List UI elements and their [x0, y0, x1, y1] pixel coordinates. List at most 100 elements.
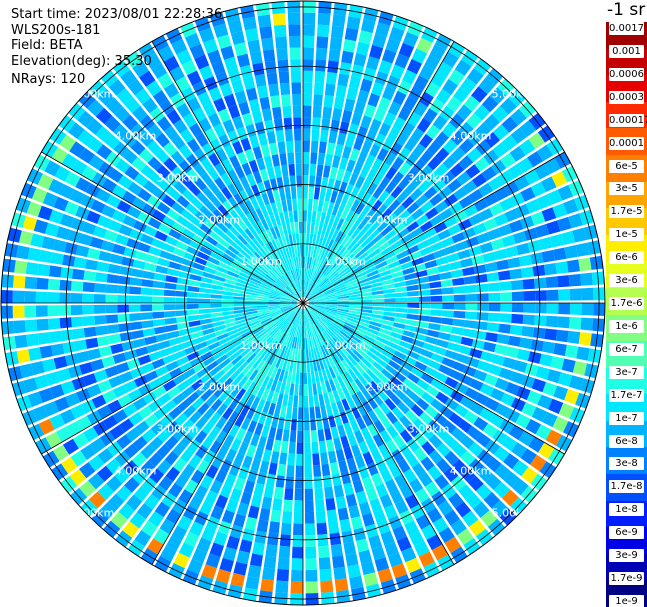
range-gate-cell: [366, 269, 379, 278]
range-gate-cell: [297, 326, 301, 338]
range-gate-cell: [348, 337, 360, 347]
range-gate-cell: [452, 442, 467, 458]
range-gate-cell: [235, 282, 248, 288]
range-gate-cell: [261, 108, 273, 122]
range-gate-cell: [163, 304, 176, 311]
range-gate-cell: [454, 404, 469, 418]
range-gate-cell: [19, 230, 34, 245]
range-gate-cell: [110, 511, 128, 529]
range-gate-cell: [229, 462, 241, 477]
range-gate-cell: [275, 428, 283, 441]
range-gate-cell: [289, 47, 301, 60]
range-gate-cell: [286, 140, 294, 153]
range-gate-cell: [279, 299, 292, 302]
range-gate-cell: [274, 368, 282, 381]
range-gate-cell: [285, 310, 295, 319]
range-gate-cell: [281, 260, 289, 272]
range-gate-cell: [162, 194, 176, 208]
range-gate-cell: [530, 252, 544, 265]
range-gate-cell: [430, 295, 443, 302]
range-gate-cell: [504, 208, 520, 222]
range-gate-cell: [264, 337, 274, 349]
range-gate-cell: [208, 181, 220, 195]
range-gate-cell: [376, 203, 388, 216]
range-gate-cell: [469, 519, 486, 537]
range-gate-cell: [482, 251, 496, 263]
range-gate-cell: [134, 530, 152, 547]
range-gate-cell: [151, 62, 168, 79]
range-gate-cell: [108, 333, 122, 345]
range-gate-cell: [419, 65, 435, 81]
range-gate-cell: [242, 430, 253, 444]
range-gate-cell: [215, 354, 228, 365]
range-gate-cell: [370, 282, 383, 288]
range-gate-cell: [358, 440, 370, 455]
range-gate-cell: [436, 339, 449, 349]
range-gate-cell: [95, 126, 112, 143]
range-gate-cell: [380, 415, 392, 429]
range-gate-cell: [176, 215, 190, 228]
range-gate-cell: [39, 249, 53, 263]
range-gate-cell: [444, 397, 459, 411]
range-gate-cell: [359, 312, 372, 317]
range-gate-cell: [268, 83, 280, 97]
range-gate-cell: [235, 388, 247, 401]
range-gate-cell: [368, 273, 381, 281]
range-gate-cell: [416, 378, 430, 391]
range-gate-cell: [268, 296, 281, 300]
range-gate-cell: [143, 180, 158, 194]
range-gate-cell: [312, 383, 318, 396]
range-gate-cell: [151, 484, 167, 501]
range-gate-cell: [320, 279, 330, 289]
range-gate-cell: [303, 372, 308, 385]
range-gate-cell: [333, 279, 345, 287]
range-gate-cell: [303, 395, 309, 408]
range-gate-cell: [28, 347, 42, 361]
range-gate-cell: [234, 401, 245, 414]
range-gate-cell: [65, 392, 81, 407]
range-gate-cell: [407, 296, 420, 302]
range-gate-cell: [117, 175, 133, 190]
range-gate-cell: [337, 300, 350, 303]
range-gate-cell: [105, 284, 118, 294]
range-gate-cell: [459, 373, 473, 386]
range-gate-cell: [127, 205, 142, 219]
range-gate-cell: [386, 340, 399, 350]
range-gate-cell: [527, 151, 544, 168]
range-gate-cell: [298, 292, 302, 298]
range-gate-cell: [253, 326, 264, 335]
range-gate-cell: [140, 296, 153, 303]
range-gate-cell: [369, 365, 381, 377]
range-gate-cell: [310, 336, 315, 349]
range-gate-cell: [295, 163, 302, 176]
range-gate-cell: [430, 303, 443, 309]
range-gate-cell: [238, 375, 249, 388]
range-gate-cell: [306, 313, 312, 325]
range-gate-cell: [306, 360, 311, 373]
range-gate-cell: [232, 259, 245, 269]
range-gate-cell: [317, 247, 324, 260]
range-gate-cell: [306, 233, 310, 246]
range-gate-cell: [303, 291, 306, 298]
range-gate-cell: [238, 324, 250, 332]
range-gate-cell: [479, 383, 494, 397]
range-gate-cell: [297, 349, 301, 361]
range-gate-cell: [304, 419, 310, 431]
range-gate-cell: [288, 258, 294, 270]
range-gate-cell: [335, 315, 347, 322]
range-ring-label: 3.00km: [157, 423, 199, 436]
range-gate-cell: [59, 317, 72, 329]
range-gate-cell: [236, 502, 249, 517]
range-gate-cell: [284, 273, 292, 284]
range-gate-cell: [299, 384, 303, 396]
range-gate-cell: [390, 142, 403, 156]
range-gate-cell: [16, 349, 31, 364]
range-gate-cell: [80, 444, 97, 460]
range-gate-cell: [221, 233, 234, 245]
range-gate-cell: [70, 305, 83, 316]
range-gate-cell: [148, 511, 164, 528]
range-gate-cell: [463, 410, 479, 425]
range-gate-cell: [308, 282, 315, 293]
range-gate-cell: [278, 71, 290, 84]
range-gate-cell: [266, 131, 276, 144]
